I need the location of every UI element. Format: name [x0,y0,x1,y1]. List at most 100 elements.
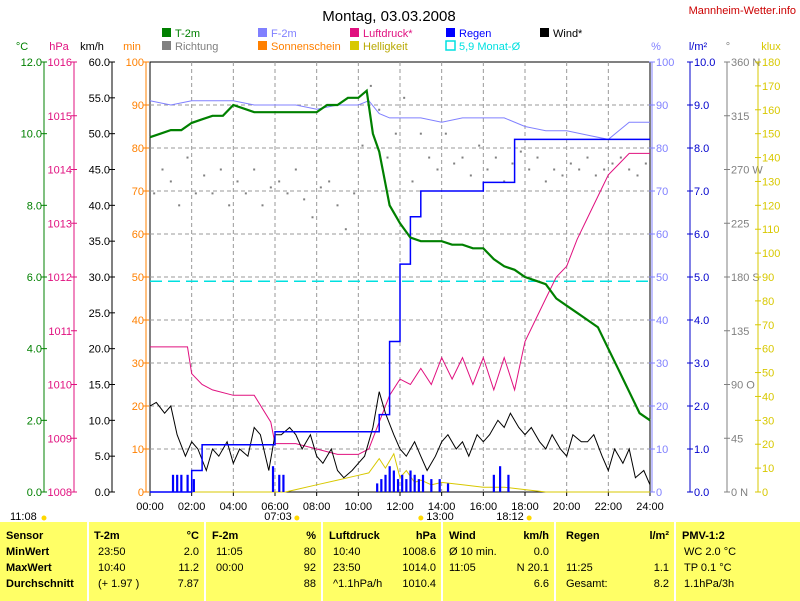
brand-link[interactable]: Mannheim-Wetter.info [689,5,796,17]
humidity-tick-label: 20 [656,401,668,413]
rain-bar [271,466,275,492]
direction-point [194,192,197,195]
light-tick-label: 120 [762,200,780,212]
stats-hum-time: 00:00 [216,562,244,574]
temp-tick-label: 0.0 [27,487,42,499]
direction-tick-label: 180 S [731,272,760,284]
rain-tick-label: 4.0 [694,315,709,327]
pressure-tick-label: 1014 [48,165,72,177]
stats-press-value: 1010.4 [402,578,436,590]
direction-point [336,204,339,207]
rain-bar [430,479,433,492]
time-tick-label: 00:00 [136,501,164,513]
stats-hum-value: 80 [304,546,316,558]
direction-point [244,192,247,195]
direction-point [378,108,381,111]
wind-tick-label: 15.0 [89,380,110,392]
minutes-tick-label: 50 [132,272,144,284]
stats-header-press-unit: hPa [416,530,437,542]
rain-tick-label: 3.0 [694,358,709,370]
stats-temp-value: 11.2 [178,562,199,574]
humidity-tick-label: 50 [656,272,668,284]
direction-point [353,192,356,195]
statistics-panel: Sensor T-2m °C F-2m% Luftdruck hPa Wind km/h Reg… [0,522,800,601]
direction-point [161,168,164,171]
stats-wind-desc: Ø 10 min. [449,546,497,558]
rain-bar [384,474,387,492]
direction-point [403,96,406,99]
stats-header-wind: Wind [449,530,476,542]
direction-point [469,174,472,177]
legend-label: Wind* [553,28,583,40]
wind-axis-unit: km/h [80,41,104,53]
direction-point [494,156,497,159]
humidity-tick-label: 100 [656,57,674,69]
humidity-tick-label: 10 [656,444,668,456]
minutes-tick-label: 90 [132,100,144,112]
stats-header-pmv: PMV-1:2 [682,530,725,542]
time-tick-label: 16:00 [470,501,498,513]
direction-point [361,144,364,147]
direction-point [594,174,597,177]
chart-plot-area [149,84,651,493]
stats-header-hum-unit: % [306,530,316,542]
stats-wind-value: N 20.1 [517,562,549,574]
legend-swatch [258,28,267,37]
humidity-tick-label: 30 [656,358,668,370]
wind-tick-label: 20.0 [89,344,110,356]
direction-point [503,180,506,183]
legend-swatch [446,28,455,37]
direction-tick-label: 225 [731,218,749,230]
direction-tick-label: 360 N [731,57,760,69]
direction-point [369,84,372,87]
direction-point [186,156,189,159]
minutes-tick-label: 100 [126,57,144,69]
minutes-tick-label: 70 [132,186,144,198]
direction-point [436,168,439,171]
legend-label: T-2m [175,28,200,40]
direction-axis-unit: ° [726,41,730,53]
wind-tick-label: 5.0 [95,451,110,463]
direction-point [644,162,647,165]
humidity-axis-unit: % [651,41,661,53]
minutes-tick-label: 30 [132,358,144,370]
direction-tick-label: 90 O [731,380,755,392]
temp-tick-label: 10.0 [21,129,42,141]
rain-bar [380,479,383,492]
direction-point [561,174,564,177]
minutes-tick-label: 60 [132,229,144,241]
time-tick-label: 06:00 [261,501,289,513]
stats-hum-value: 88 [304,578,316,590]
direction-point [153,192,156,195]
stats-rain-time: Gesamt: [566,578,608,590]
time-tick-label: 10:00 [345,501,373,513]
legend-swatch [540,28,549,37]
stats-hum-time: 11:05 [216,546,243,558]
chart-axes: 00:00 02:00 04:00 06:00 08:00 10:00 12:00 14:00… [21,57,780,521]
stats-press-value: 1008.6 [402,546,436,558]
stats-header-rain: Regen [566,530,600,542]
stats-press-time: ^1.1hPa/h [333,578,382,590]
direction-point [269,186,272,189]
time-tick-label: 12:00 [386,501,414,513]
direction-point [253,168,256,171]
rain-tick-label: 9.0 [694,100,709,112]
legend-swatch [445,40,456,51]
pressure-tick-label: 1009 [48,433,72,445]
series-wind- [149,391,651,485]
direction-point [286,192,289,195]
light-tick-label: 10 [762,463,774,475]
stats-temp-time: 23:50 [98,546,126,558]
direction-point [578,168,581,171]
rain-bar [388,466,391,492]
rain-bar [278,474,281,492]
legend-label: Sonnenschein [271,41,341,53]
rain-bar [171,474,175,492]
temp-tick-label: 6.0 [27,272,42,284]
light-tick-label: 20 [762,439,774,451]
time-tick-label: 04:00 [220,501,248,513]
legend-label: Helligkeit [363,41,408,53]
wind-tick-label: 10.0 [89,415,110,427]
stats-rain-value: 8.2 [654,578,669,590]
